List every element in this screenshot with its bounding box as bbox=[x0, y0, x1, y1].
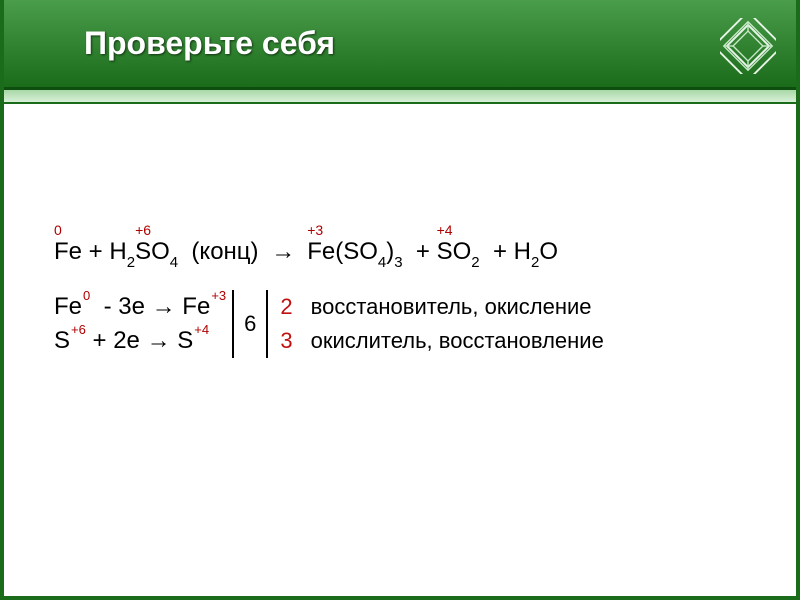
arrow-icon: → bbox=[140, 327, 177, 355]
eq-text: + bbox=[403, 238, 437, 266]
eq-term-so4: (SO 4 ) 3 bbox=[335, 238, 402, 266]
eq-sub: 4 bbox=[378, 254, 386, 271]
eq-text: ) bbox=[386, 238, 394, 266]
slide-subheader-stripe bbox=[4, 90, 796, 104]
multipliers-column: 2 3 bbox=[274, 290, 298, 358]
lcm-value: 6 bbox=[240, 290, 260, 358]
hr-text: - 3 bbox=[90, 293, 131, 321]
ox-number: +6 bbox=[135, 222, 151, 238]
slide-header: Проверьте себя bbox=[4, 0, 796, 90]
eq-text: O bbox=[539, 238, 558, 266]
ox-number: 0 bbox=[54, 222, 62, 238]
eq-term-s: +6 S bbox=[135, 238, 151, 266]
hr-sup: 0 bbox=[83, 288, 90, 303]
equation-line: 0 Fe + H 2 +6 S O 4 (конц) → +3 Fe bbox=[54, 224, 746, 266]
arrow-icon: → bbox=[145, 293, 182, 321]
eq-text: O bbox=[151, 238, 170, 266]
hr-text: S bbox=[177, 327, 193, 355]
hr-text: Fe bbox=[182, 293, 210, 321]
hr-sup: +6 bbox=[71, 322, 86, 337]
half-reaction-2: S +6 + 2 е → S +4 bbox=[54, 324, 226, 358]
ox-number: +4 bbox=[437, 222, 453, 238]
eq-term-fe3: +3 Fe bbox=[307, 238, 335, 266]
half-reactions-column: Fe 0 - 3 е → Fe +3 S +6 + 2 е → S +4 bbox=[54, 290, 226, 358]
arrow-icon: → bbox=[271, 238, 295, 266]
hr-text: S bbox=[54, 327, 70, 355]
eq-term-fe: 0 Fe bbox=[54, 238, 82, 266]
descriptions-column: восстановитель, окисление окислитель, во… bbox=[299, 290, 604, 358]
hr-text: Fe bbox=[54, 293, 82, 321]
redox-desc-1: восстановитель, окисление bbox=[311, 290, 604, 324]
eq-sub: 3 bbox=[394, 254, 402, 271]
hr-text: + 2 bbox=[86, 327, 127, 355]
eq-text: O bbox=[453, 238, 472, 266]
half-reactions-block: Fe 0 - 3 е → Fe +3 S +6 + 2 е → S +4 bbox=[54, 290, 746, 358]
eq-term-h2o: H 2 O bbox=[514, 238, 558, 266]
ox-number: +3 bbox=[307, 222, 323, 238]
electron-symbol: е bbox=[127, 327, 140, 355]
eq-text: Fe bbox=[54, 238, 82, 266]
eq-text: (конц) bbox=[178, 238, 265, 266]
eq-sub: 2 bbox=[127, 254, 135, 271]
ornament-icon bbox=[720, 18, 776, 74]
hr-sup: +3 bbox=[211, 288, 226, 303]
eq-sub: 2 bbox=[531, 254, 539, 271]
eq-text: H bbox=[514, 238, 531, 266]
slide-root: Проверьте себя 0 Fe + H 2 bbox=[0, 0, 800, 600]
redox-desc-2: окислитель, восстановление bbox=[311, 324, 604, 358]
eq-term-so2: +4 S bbox=[437, 238, 453, 266]
eq-text: Fe bbox=[307, 238, 335, 266]
eq-sub: 4 bbox=[170, 254, 178, 271]
eq-text: H bbox=[109, 238, 126, 266]
eq-text: + bbox=[480, 238, 514, 266]
multiplier-2: 3 bbox=[280, 324, 292, 358]
eq-text: S bbox=[437, 238, 453, 266]
electron-symbol: е bbox=[132, 293, 145, 321]
eq-sub: 2 bbox=[471, 254, 479, 271]
divider bbox=[232, 290, 234, 358]
eq-text: S bbox=[135, 238, 151, 266]
multiplier-1: 2 bbox=[280, 290, 292, 324]
eq-term-h2: H 2 bbox=[109, 238, 135, 266]
eq-text: + bbox=[82, 238, 109, 266]
hr-sup: +4 bbox=[194, 322, 209, 337]
slide-title: Проверьте себя bbox=[84, 25, 335, 62]
half-reaction-1: Fe 0 - 3 е → Fe +3 bbox=[54, 290, 226, 324]
eq-text: (SO bbox=[335, 238, 378, 266]
divider bbox=[266, 290, 268, 358]
slide-content: 0 Fe + H 2 +6 S O 4 (конц) → +3 Fe bbox=[4, 104, 796, 358]
eq-term-o4: O 4 bbox=[151, 238, 178, 266]
eq-term-o2: O 2 bbox=[453, 238, 480, 266]
